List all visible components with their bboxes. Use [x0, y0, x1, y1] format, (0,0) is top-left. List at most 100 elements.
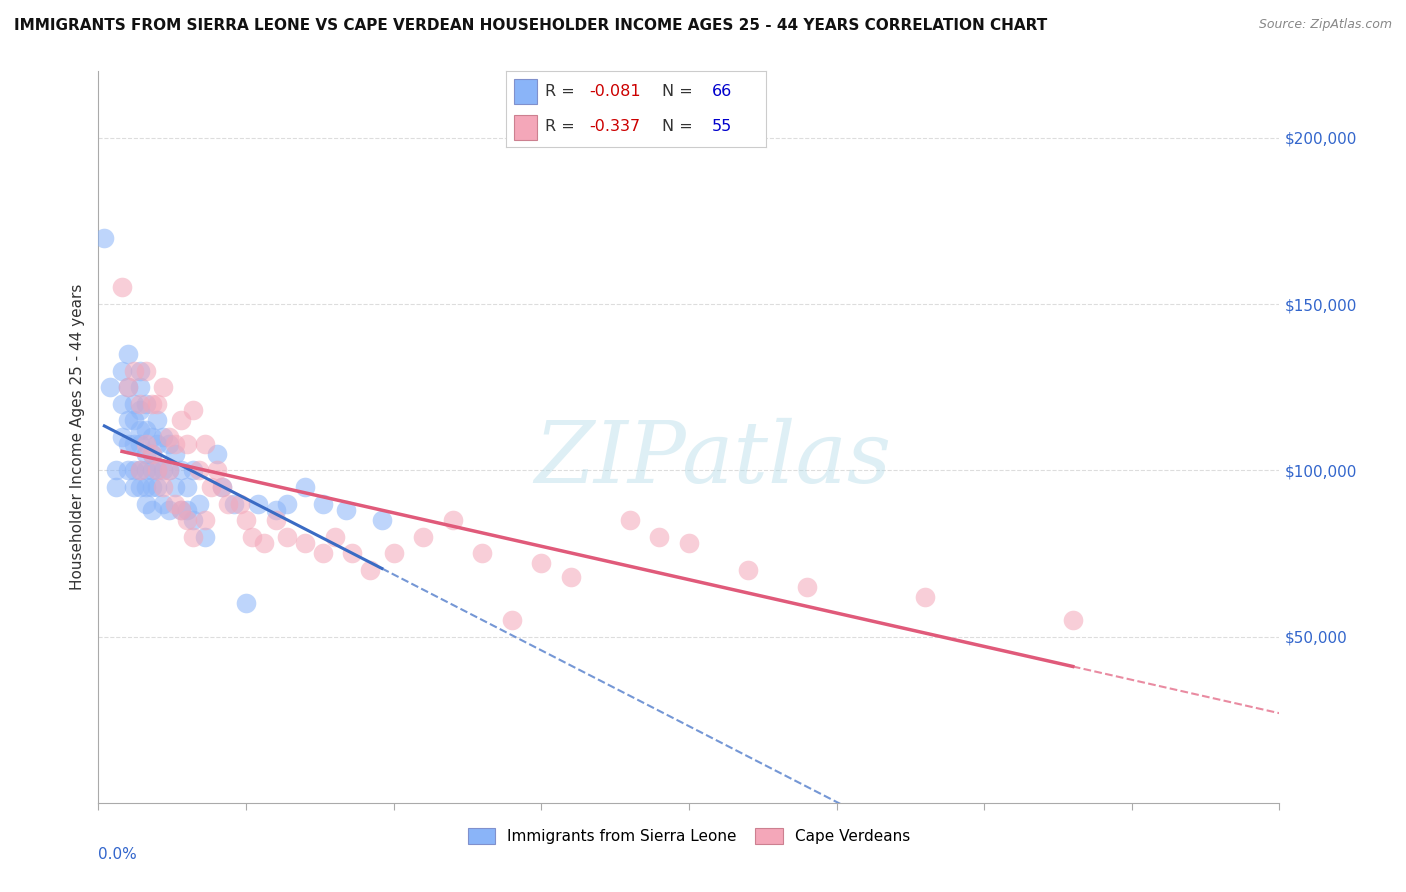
- Point: [93, 230, 115, 244]
- Point: [128, 480, 150, 494]
- Text: -0.337: -0.337: [589, 120, 641, 134]
- Text: N =: N =: [662, 120, 699, 134]
- Point: [122, 413, 145, 427]
- Point: [359, 563, 381, 577]
- Point: [371, 513, 394, 527]
- Point: [122, 436, 145, 450]
- Text: Source: ZipAtlas.com: Source: ZipAtlas.com: [1258, 18, 1392, 31]
- Point: [141, 430, 163, 444]
- Point: [141, 480, 163, 494]
- Text: R =: R =: [546, 84, 581, 99]
- Point: [205, 447, 228, 461]
- Point: [157, 463, 180, 477]
- Point: [146, 463, 169, 477]
- Point: [294, 536, 316, 550]
- Point: [135, 497, 157, 511]
- Point: [128, 436, 150, 450]
- Point: [117, 380, 139, 394]
- Text: 66: 66: [711, 84, 733, 99]
- Point: [176, 513, 198, 527]
- Point: [312, 497, 335, 511]
- Point: [141, 447, 163, 461]
- Point: [157, 503, 180, 517]
- Point: [648, 530, 671, 544]
- Point: [146, 397, 169, 411]
- Point: [217, 497, 239, 511]
- Point: [157, 436, 180, 450]
- Legend: Immigrants from Sierra Leone, Cape Verdeans: Immigrants from Sierra Leone, Cape Verde…: [461, 822, 917, 850]
- Point: [135, 436, 157, 450]
- Point: [135, 424, 157, 438]
- Point: [117, 463, 139, 477]
- Point: [181, 513, 204, 527]
- Point: [187, 463, 209, 477]
- Point: [678, 536, 700, 550]
- Point: [128, 463, 150, 477]
- Point: [122, 363, 145, 377]
- Point: [194, 530, 217, 544]
- Point: [246, 497, 269, 511]
- Point: [152, 497, 174, 511]
- Point: [128, 424, 150, 438]
- Point: [122, 397, 145, 411]
- Point: [796, 580, 818, 594]
- Point: [165, 447, 187, 461]
- Point: [560, 570, 582, 584]
- Point: [530, 557, 553, 571]
- Text: ZIPatlas: ZIPatlas: [534, 417, 891, 500]
- Point: [170, 413, 193, 427]
- Point: [205, 463, 228, 477]
- Point: [176, 436, 198, 450]
- Point: [128, 403, 150, 417]
- Point: [128, 463, 150, 477]
- Point: [187, 497, 209, 511]
- Point: [235, 596, 257, 610]
- Point: [294, 480, 316, 494]
- Point: [276, 497, 298, 511]
- Point: [98, 380, 121, 394]
- Text: -0.081: -0.081: [589, 84, 641, 99]
- Point: [146, 413, 169, 427]
- Point: [117, 436, 139, 450]
- Point: [111, 397, 134, 411]
- Point: [111, 280, 134, 294]
- Point: [135, 480, 157, 494]
- Point: [914, 590, 936, 604]
- Point: [441, 513, 464, 527]
- Point: [253, 536, 276, 550]
- Point: [335, 503, 357, 517]
- Point: [224, 497, 246, 511]
- Point: [312, 546, 335, 560]
- Point: [501, 613, 523, 627]
- Point: [128, 380, 150, 394]
- Point: [240, 530, 263, 544]
- Point: [181, 463, 204, 477]
- Point: [135, 447, 157, 461]
- Text: R =: R =: [546, 120, 581, 134]
- Point: [105, 463, 128, 477]
- Point: [117, 413, 139, 427]
- Point: [105, 480, 128, 494]
- Point: [165, 480, 187, 494]
- Point: [152, 480, 174, 494]
- Point: [111, 430, 134, 444]
- Point: [471, 546, 494, 560]
- Point: [135, 463, 157, 477]
- Point: [382, 546, 405, 560]
- Point: [412, 530, 434, 544]
- Point: [157, 463, 180, 477]
- Point: [141, 463, 163, 477]
- Text: IMMIGRANTS FROM SIERRA LEONE VS CAPE VERDEAN HOUSEHOLDER INCOME AGES 25 - 44 YEA: IMMIGRANTS FROM SIERRA LEONE VS CAPE VER…: [14, 18, 1047, 33]
- Point: [128, 397, 150, 411]
- Point: [619, 513, 641, 527]
- Point: [141, 503, 163, 517]
- Point: [135, 397, 157, 411]
- Point: [181, 530, 204, 544]
- Point: [176, 480, 198, 494]
- Point: [211, 480, 233, 494]
- Text: 0.0%: 0.0%: [98, 847, 138, 862]
- Point: [146, 463, 169, 477]
- Point: [170, 503, 193, 517]
- Point: [157, 430, 180, 444]
- Point: [122, 480, 145, 494]
